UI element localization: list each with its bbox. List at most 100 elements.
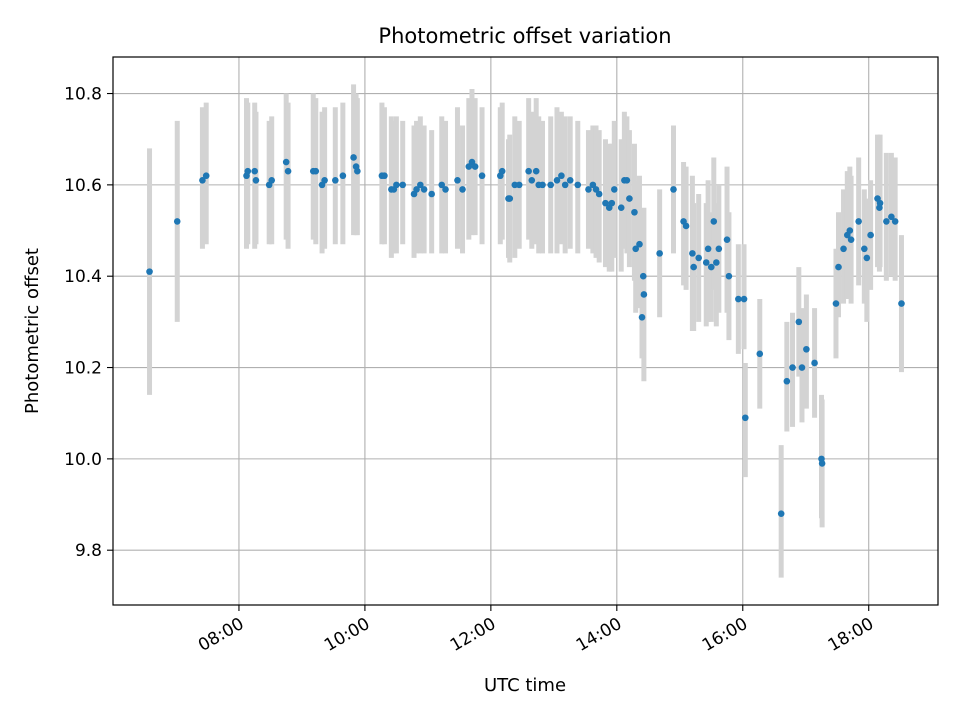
data-point — [855, 218, 862, 225]
data-point — [515, 181, 523, 189]
data-point — [682, 222, 690, 230]
data-point — [695, 254, 702, 262]
data-point — [888, 213, 895, 221]
data-point — [861, 245, 868, 253]
y-tick-label: 10.6 — [64, 176, 102, 196]
data-point — [777, 510, 785, 517]
y-tick-label: 9.8 — [75, 541, 102, 561]
data-point — [438, 181, 446, 189]
data-point — [547, 181, 554, 189]
data-point — [795, 318, 803, 326]
x-tick-label: 14:00 — [573, 614, 625, 656]
data-point — [350, 154, 357, 161]
data-point — [574, 181, 582, 189]
data-point — [252, 177, 260, 184]
data-point — [284, 167, 292, 175]
data-point — [420, 186, 428, 193]
data-point — [553, 177, 561, 184]
data-point — [626, 195, 633, 202]
data-point — [602, 199, 609, 207]
x-tick-label: 08:00 — [195, 614, 247, 656]
data-point — [354, 167, 361, 175]
data-point — [638, 314, 646, 321]
data-point — [244, 167, 252, 175]
data-point — [656, 250, 663, 257]
data-point — [702, 259, 710, 266]
data-point — [399, 181, 406, 189]
data-point — [332, 177, 339, 184]
data-point — [617, 204, 625, 211]
data-point — [640, 291, 648, 298]
x-tick-label: 10:00 — [321, 614, 373, 656]
data-point — [710, 218, 718, 225]
y-axis: 9.8 10.0 10.2 10.4 10.6 10.8 — [64, 85, 113, 561]
data-point — [707, 263, 715, 271]
chart-title: Photometric offset variation — [378, 24, 671, 48]
x-axis-label: UTC time — [484, 675, 566, 696]
data-point — [636, 240, 643, 248]
data-point — [525, 167, 532, 175]
data-point — [847, 236, 855, 243]
data-point — [876, 199, 884, 207]
data-point — [623, 177, 631, 184]
data-point — [268, 177, 276, 184]
data-point — [471, 163, 479, 170]
data-point — [498, 167, 506, 175]
data-point — [741, 414, 749, 422]
data-point — [532, 167, 540, 175]
data-point — [417, 181, 424, 189]
data-point — [393, 181, 400, 189]
data-point — [528, 177, 536, 184]
data-point — [312, 167, 320, 175]
data-point — [631, 208, 638, 216]
data-point — [670, 186, 677, 193]
data-point — [818, 460, 826, 467]
data-point — [740, 295, 748, 303]
data-point — [846, 227, 854, 234]
data-point — [173, 218, 181, 225]
data-point — [202, 172, 210, 180]
data-point — [867, 231, 874, 239]
x-tick-label: 12:00 — [447, 614, 499, 656]
data-point — [321, 177, 328, 184]
data-point — [811, 359, 818, 367]
data-point — [282, 158, 290, 166]
data-point — [381, 172, 388, 180]
error-bars — [147, 84, 904, 578]
data-point — [704, 245, 712, 253]
data-point — [725, 272, 733, 280]
data-point — [459, 186, 466, 193]
data-point — [428, 190, 435, 198]
data-point — [783, 377, 791, 385]
data-point — [539, 181, 546, 189]
data-point — [803, 345, 810, 353]
data-point — [713, 259, 720, 266]
data-point — [199, 177, 206, 184]
data-point — [735, 295, 742, 303]
data-point — [832, 300, 840, 307]
x-axis: 08:00 10:00 12:00 14:00 16:00 18:00 — [195, 605, 877, 656]
data-point — [639, 272, 647, 280]
y-tick-label: 10.4 — [64, 267, 102, 287]
data-point — [715, 245, 723, 253]
x-tick-label: 16:00 — [699, 614, 751, 656]
x-tick-label: 18:00 — [825, 614, 877, 656]
y-tick-label: 10.0 — [64, 450, 102, 470]
data-point — [413, 186, 420, 193]
data-point — [506, 195, 514, 202]
data-point — [883, 218, 890, 225]
y-tick-label: 10.2 — [64, 359, 102, 379]
data-point — [756, 350, 764, 358]
data-point — [610, 186, 618, 193]
data-point — [898, 300, 905, 307]
data-point — [558, 172, 565, 180]
data-point — [585, 186, 592, 193]
data-point — [863, 254, 871, 262]
data-point — [690, 263, 697, 271]
y-tick-label: 10.8 — [64, 85, 102, 105]
data-point — [835, 263, 842, 271]
data-point — [595, 190, 603, 198]
y-axis-label: Photometric offset — [22, 248, 43, 414]
data-point — [561, 181, 569, 189]
